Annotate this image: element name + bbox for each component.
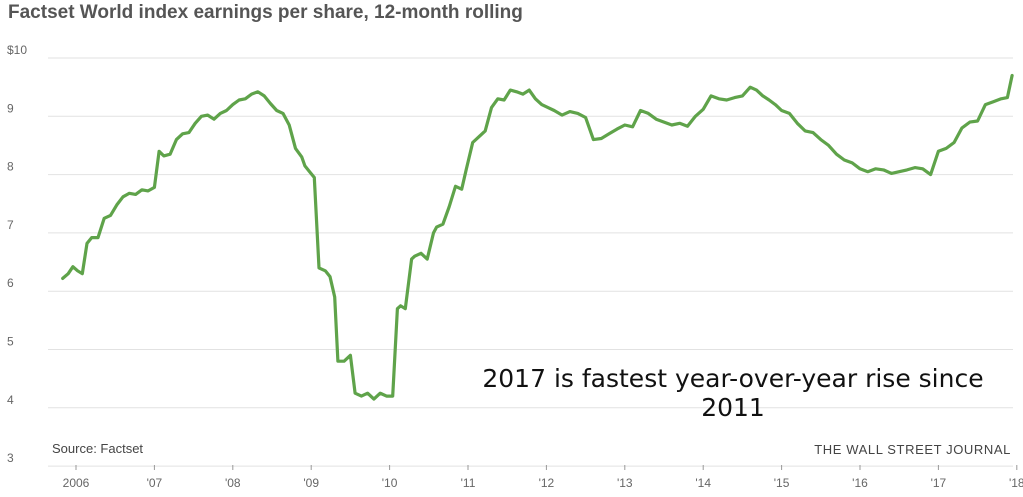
- x-tick-label-2016: '16: [852, 476, 868, 490]
- earnings-per-share-line: [61, 73, 1014, 401]
- source-note: Source: Factset: [52, 441, 144, 456]
- gridlines: [48, 57, 1013, 467]
- y-tick-label-10: $10: [7, 43, 27, 57]
- chart-title: Factset World index earnings per share, …: [8, 2, 523, 23]
- annotation-text: 2017 is fastest year-over-year rise sinc…: [482, 364, 984, 422]
- y-tick-label-8: 8: [7, 160, 14, 174]
- x-tick-label-2013: '13: [617, 476, 633, 490]
- x-tick-label-2009: '09: [303, 476, 319, 490]
- y-tick-label-3: 3: [7, 451, 14, 465]
- x-tick-label-2006: 2006: [63, 476, 90, 490]
- x-tick-label-2010: '10: [382, 476, 398, 490]
- y-tick-label-6: 6: [7, 276, 14, 290]
- y-axis-ticks: $10 9 8 7 6 5 4 3: [7, 43, 27, 465]
- x-tick-label-2012: '12: [539, 476, 555, 490]
- y-tick-label-5: 5: [7, 335, 14, 349]
- publisher-credit: THE WALL STREET JOURNAL: [814, 442, 1011, 457]
- x-tick-label-2008: '08: [225, 476, 241, 490]
- x-tick-label-2007: '07: [147, 476, 163, 490]
- y-tick-label-9: 9: [7, 101, 14, 115]
- y-tick-label-7: 7: [7, 218, 14, 232]
- x-axis-ticks: 2006 '07 '08 '09 '10 '11 '12 '13 '14 '15 '16 '17 '18: [63, 465, 1023, 490]
- y-tick-label-4: 4: [7, 393, 14, 407]
- x-tick-label-2018: '18: [1009, 476, 1023, 490]
- x-tick-label-2011: '11: [461, 476, 476, 490]
- x-tick-label-2014: '14: [695, 476, 711, 490]
- x-tick-label-2015: '15: [774, 476, 790, 490]
- x-tick-label-2017: '17: [931, 476, 947, 490]
